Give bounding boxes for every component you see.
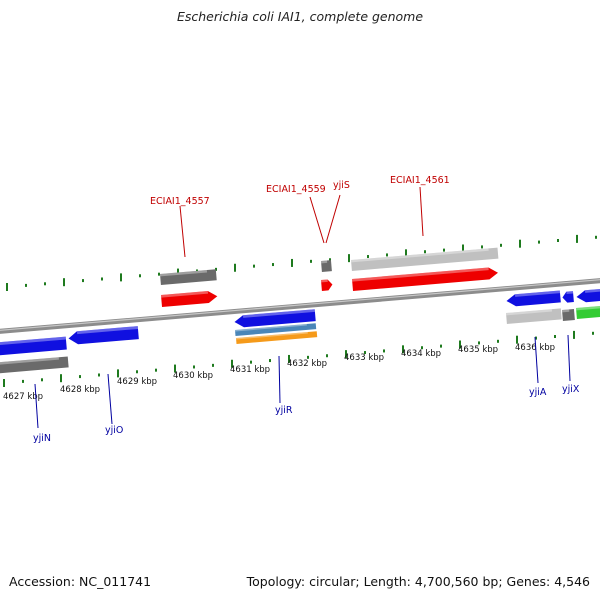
gene-label-reverse: yjiR bbox=[275, 405, 293, 416]
leader-yjiO bbox=[107, 373, 113, 425]
cds-arrow-yjiN bbox=[0, 336, 67, 356]
gene-label-reverse: yjiX bbox=[562, 384, 580, 395]
gene-box-yjiX bbox=[562, 308, 575, 321]
scale-labels: 4627 kbp 4628 kbp 4629 kbp 4630 kbp 4631 kbp… bbox=[3, 343, 555, 402]
accession-text: Accession: NC_011741 bbox=[9, 574, 152, 589]
gene-label-reverse: yjiA bbox=[529, 387, 547, 398]
map-title: Escherichia coli IAI1, complete genome bbox=[176, 9, 424, 24]
scale-label: 4634 kbp bbox=[401, 349, 441, 359]
gene-box-ECIAI1_4557 bbox=[160, 269, 217, 285]
gene-label-forward: ECIAI1_4561 bbox=[390, 175, 450, 186]
genome-backbone bbox=[0, 278, 600, 334]
gene-features bbox=[0, 247, 600, 374]
cds-arrow-yjiR bbox=[234, 309, 316, 328]
gene-box-ECIAI1_4561 bbox=[351, 247, 499, 271]
cds-arrow-ECIAI1_4557 bbox=[161, 291, 218, 307]
feature-green-next bbox=[576, 304, 600, 319]
leader-ECIAI1_4559 bbox=[309, 196, 325, 244]
scale-label: 4633 kbp bbox=[344, 353, 384, 363]
scale-label: 4629 kbp bbox=[117, 377, 157, 387]
backbone-highlight bbox=[0, 279, 600, 331]
scale-label: 4636 kbp bbox=[515, 343, 555, 353]
scale-label: 4631 kbp bbox=[230, 365, 270, 375]
gene-box-yjiN bbox=[0, 356, 69, 374]
gene-labels: ECIAI1_4557 ECIAI1_4559 yjiS ECIAI1_4561yji… bbox=[33, 175, 580, 444]
gene-box-yjiS bbox=[321, 260, 332, 272]
cds-arrow-yjiS bbox=[321, 279, 333, 291]
scale-label: 4627 kbp bbox=[3, 392, 43, 402]
label-leader-lines bbox=[34, 186, 571, 429]
leader-yjiR bbox=[278, 355, 281, 404]
leader-ECIAI1_4561 bbox=[419, 186, 424, 237]
leader-yjiN bbox=[34, 383, 39, 429]
inner-tick-marks bbox=[3, 330, 594, 387]
gene-label-reverse: yjiN bbox=[33, 433, 51, 444]
cds-arrow-yjiA bbox=[506, 290, 561, 307]
outer-tick-marks bbox=[6, 234, 597, 291]
cds-arrow-yjiX bbox=[562, 291, 574, 303]
gene-label-forward: ECIAI1_4557 bbox=[150, 196, 210, 207]
gene-box-yjiA bbox=[506, 308, 562, 324]
leader-yjiX bbox=[567, 334, 571, 382]
cds-arrow-ECIAI1_4561 bbox=[352, 267, 498, 291]
gene-label-reverse: yjiO bbox=[105, 425, 123, 436]
leader-ECIAI1_4557 bbox=[179, 205, 186, 258]
scale-label: 4628 kbp bbox=[60, 385, 100, 395]
gene-label-forward: yjiS bbox=[333, 180, 350, 191]
scale-label: 4630 kbp bbox=[173, 371, 213, 381]
cds-arrow-yjiO bbox=[68, 326, 139, 345]
leader-yjiA bbox=[534, 336, 539, 384]
cds-arrow-next bbox=[576, 287, 600, 303]
scale-label: 4632 kbp bbox=[287, 359, 327, 369]
gene-label-forward: ECIAI1_4559 bbox=[266, 184, 326, 195]
scale-label: 4635 kbp bbox=[458, 345, 498, 355]
topology-text: Topology: circular; Length: 4,700,560 bp… bbox=[246, 574, 590, 589]
feature-yjiR-steelblue bbox=[235, 323, 317, 336]
feature-yjiR-orange bbox=[236, 331, 318, 344]
leader-yjiS bbox=[325, 194, 341, 244]
